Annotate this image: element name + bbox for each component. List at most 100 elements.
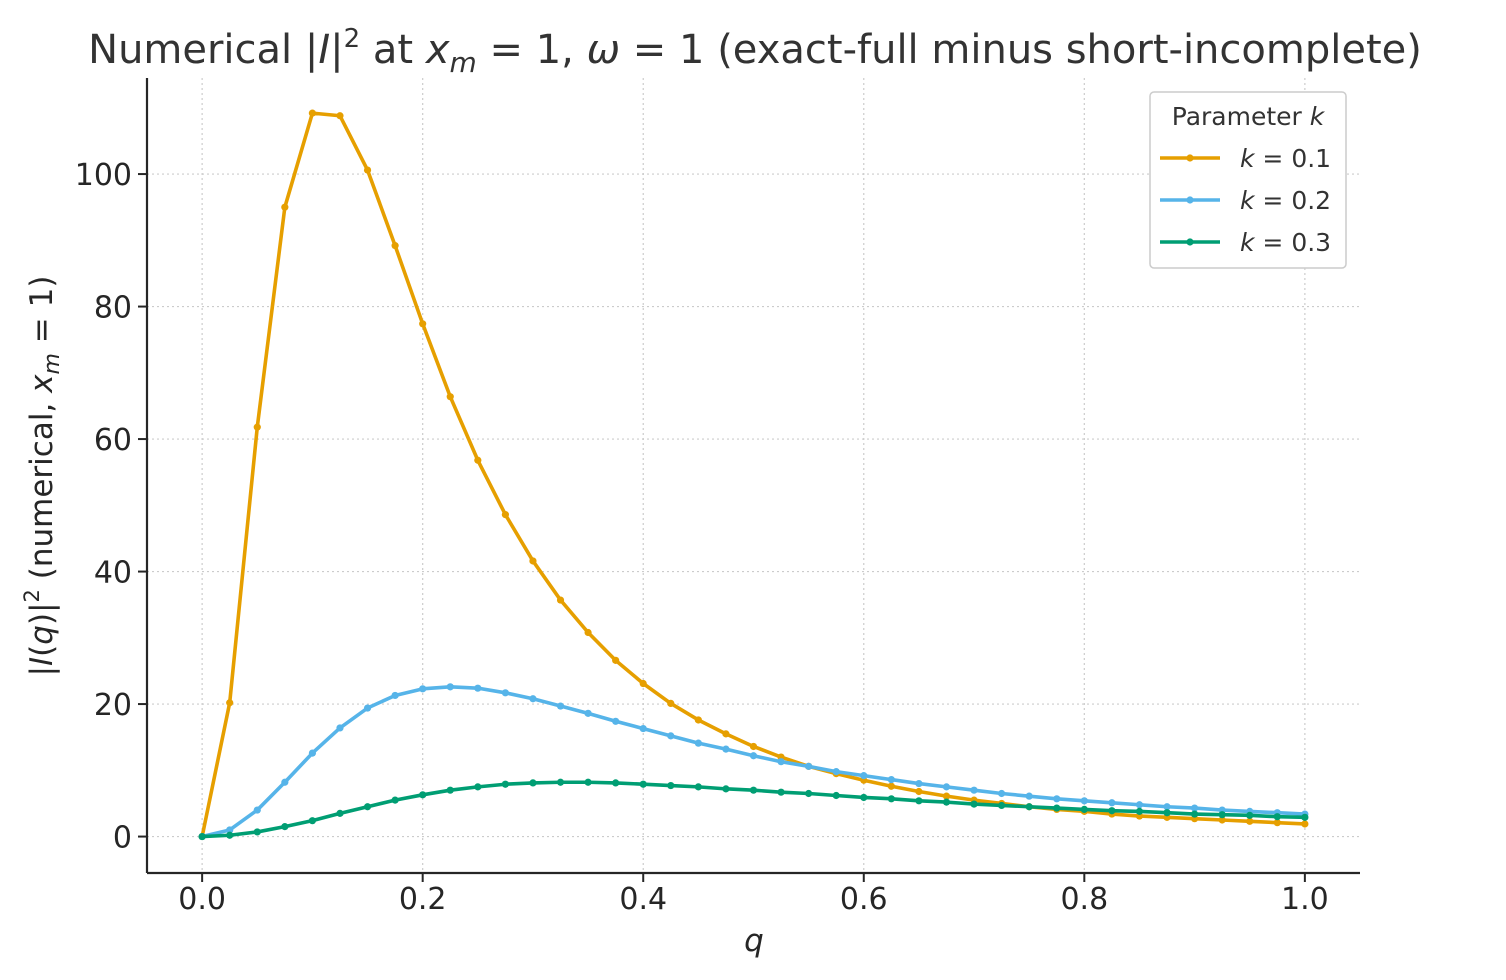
legend-label: k = 0.3 [1240,228,1331,257]
ylabel-I: I [24,657,60,666]
data-point [667,699,675,708]
data-point [226,699,234,707]
data-point [419,320,427,328]
legend: Parameter k k = 0.1k = 0.2k = 0.3 [1149,91,1347,269]
data-point [336,112,344,120]
y-tick-label: 0 [113,821,132,856]
y-tick-label: 100 [75,158,132,193]
ylabel-bar1: | [24,666,60,676]
data-point [1301,813,1309,821]
data-point [749,786,758,794]
legend-entry: k = 0.1 [1160,144,1331,173]
data-point [1163,809,1171,817]
data-point [860,772,868,780]
data-point [1190,804,1199,812]
data-point [942,792,951,800]
data-point [198,832,206,841]
series-line [200,111,1305,837]
data-point [832,791,840,800]
legend-label-value: = 0.2 [1254,186,1331,215]
y-axis-label: |I(q)|2 (numerical, xm = 1) [20,276,65,677]
data-point [1218,811,1226,819]
ylabel-mid: (numerical, [24,393,60,589]
y-tick-label: 40 [94,556,132,591]
title-eq1: = 1, [477,27,587,73]
legend-swatch-marker [1186,154,1194,162]
legend-label-k: k [1240,228,1256,257]
data-point [336,724,344,732]
ylabel-sup: 2 [20,589,44,602]
data-point [860,793,868,802]
data-point [556,778,565,786]
data-point [942,783,951,791]
data-point [694,716,702,724]
data-point [612,779,620,787]
data-point [639,780,647,788]
data-point [749,752,758,760]
data-point [419,685,427,693]
data-point [612,717,620,725]
data-point [915,797,923,805]
data-point [501,510,509,519]
legend-swatch-marker [1186,196,1194,204]
data-point [1190,810,1199,818]
data-point [887,782,895,790]
legend-title: Parameter k [1172,102,1326,131]
data-point [777,758,785,766]
legend-label-value: = 0.1 [1254,144,1331,173]
data-point [584,778,592,786]
ylabel-q: q [24,625,60,645]
data-point [281,778,289,786]
data-point [832,768,840,776]
data-point [253,828,261,836]
legend-box [1149,91,1347,269]
legend-label-k: k [1240,144,1256,173]
data-point [970,786,978,794]
legend-entry: k = 0.2 [1160,186,1331,215]
title-bar: | [330,27,343,73]
data-point [446,786,454,794]
axes: 0.0 0.2 0.4 0.6 0.8 1.0 0 20 40 60 80 100 [75,78,1360,917]
data-point [253,806,261,814]
data-point [667,781,675,790]
data-point [391,242,399,250]
data-point [887,795,895,803]
data-point [501,689,509,697]
data-point [722,730,730,738]
data-point [749,742,758,751]
data-point [1108,799,1116,807]
legend-entry: k = 0.3 [1160,228,1331,257]
legend-label-value: = 0.3 [1254,228,1331,257]
data-point [281,203,289,211]
data-point [1246,817,1254,825]
data-point [722,785,730,793]
data-point [1025,792,1033,800]
data-point [694,739,702,747]
ylabel-paren-close: )| [24,602,60,625]
x-tick-label: 0.2 [399,882,447,917]
data-point [1135,801,1144,809]
data-point [363,704,372,712]
x-tick-label: 1.0 [1281,882,1329,917]
title-x: x [424,27,450,73]
title-sup: 2 [344,24,361,54]
data-point [556,702,565,710]
data-point [308,749,317,757]
data-point [1108,807,1116,815]
data-point [391,691,399,700]
data-point [998,801,1006,810]
data-point [584,628,592,637]
title-I: I [318,27,330,73]
chart-title: Numerical |I|2 at xm = 1, ω = 1 (exact-f… [88,24,1422,79]
data-point [308,109,317,117]
series-group [198,778,1309,841]
data-point [529,557,537,565]
ylabel-end: = 1) [24,276,60,354]
x-tick-label: 0.4 [619,882,667,917]
data-point [308,817,317,825]
data-point [281,823,289,831]
legend-title-k: k [1310,102,1326,131]
data-point [1273,813,1281,821]
data-point [363,166,372,174]
